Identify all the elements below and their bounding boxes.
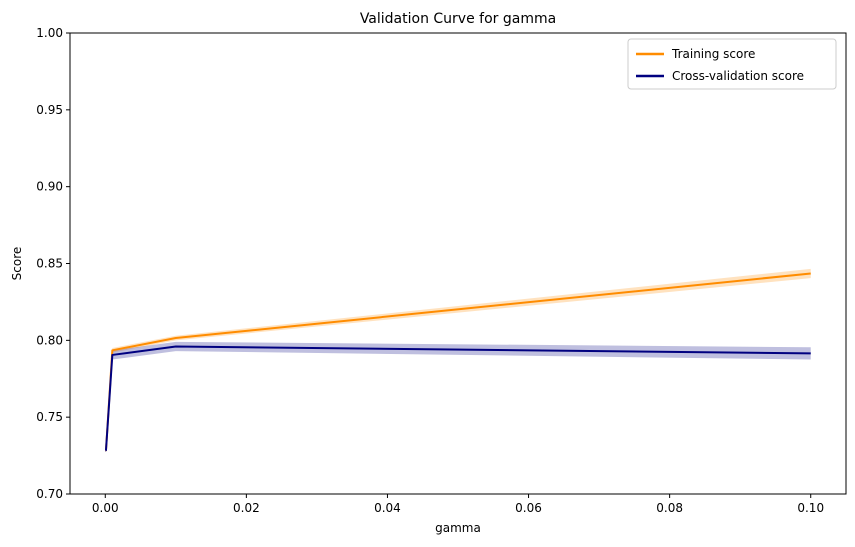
x-tick-label: 0.08 bbox=[656, 501, 683, 515]
x-tick-label: 0.02 bbox=[233, 501, 260, 515]
y-axis-label: Score bbox=[10, 247, 24, 281]
series-lines bbox=[104, 272, 811, 452]
legend: Training score Cross-validation score bbox=[627, 38, 837, 90]
x-tick-label: 0.00 bbox=[92, 501, 119, 515]
y-tick-label: 0.70 bbox=[36, 487, 63, 501]
x-axis-label: gamma bbox=[435, 521, 481, 535]
y-tick-label: 0.85 bbox=[36, 257, 63, 271]
training-score-std-band bbox=[105, 268, 811, 452]
y-tick-label: 0.75 bbox=[36, 410, 63, 424]
legend-label-cross-validation-score: Cross-validation score bbox=[672, 69, 804, 83]
x-axis-ticks: 0.00 0.02 0.04 0.06 0.08 0.10 bbox=[92, 494, 824, 515]
std-bands bbox=[105, 268, 811, 452]
cross-validation-score-line bbox=[104, 345, 811, 452]
y-tick-label: 0.80 bbox=[36, 333, 63, 347]
plot-frame bbox=[69, 32, 847, 495]
x-tick-label: 0.04 bbox=[374, 501, 401, 515]
x-tick-label: 0.06 bbox=[515, 501, 542, 515]
y-tick-label: 0.90 bbox=[36, 180, 63, 194]
y-axis-ticks: 0.70 0.75 0.80 0.85 0.90 0.95 1.00 bbox=[36, 26, 70, 501]
x-tick-label: 0.10 bbox=[797, 501, 824, 515]
training-score-line bbox=[104, 272, 811, 452]
chart-title: Validation Curve for gamma bbox=[360, 11, 556, 27]
legend-label-training-score: Training score bbox=[671, 47, 755, 61]
y-tick-label: 1.00 bbox=[36, 26, 63, 40]
legend-box bbox=[627, 38, 837, 90]
y-tick-label: 0.95 bbox=[36, 103, 63, 117]
cross-validation-score-std-band bbox=[105, 341, 811, 452]
